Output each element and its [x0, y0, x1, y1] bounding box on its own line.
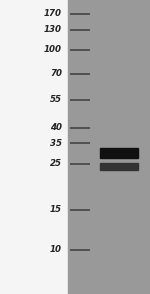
- Text: 55: 55: [50, 96, 62, 104]
- Bar: [100, 148, 138, 158]
- Text: 10: 10: [50, 245, 62, 255]
- Text: 25: 25: [50, 160, 62, 168]
- Text: 130: 130: [44, 26, 62, 34]
- Text: 15: 15: [50, 206, 62, 215]
- Bar: [68, 0, 150, 294]
- Bar: [100, 163, 138, 170]
- Text: 35: 35: [50, 138, 62, 148]
- Text: 100: 100: [44, 46, 62, 54]
- Text: 70: 70: [50, 69, 62, 78]
- Text: 40: 40: [50, 123, 62, 133]
- Text: 170: 170: [44, 9, 62, 19]
- Bar: [0, 0, 68, 294]
